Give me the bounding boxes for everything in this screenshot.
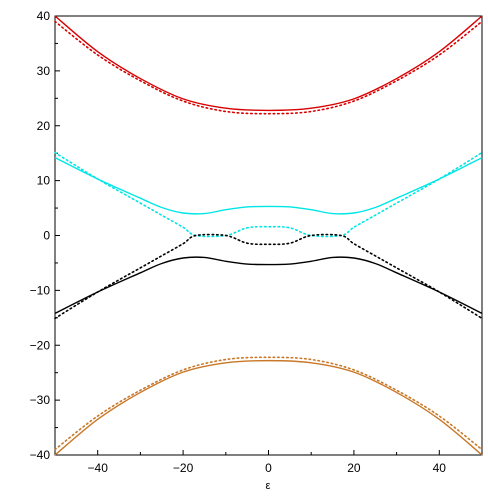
y-tick-label: −40 — [30, 448, 51, 462]
y-tick-label: −20 — [30, 338, 51, 352]
x-tick-label: 20 — [347, 461, 361, 475]
y-tick-label: 40 — [37, 9, 51, 23]
y-tick-label: −10 — [30, 283, 51, 297]
series-line-2-solid — [54, 156, 483, 215]
y-tick-label: −30 — [30, 393, 51, 407]
x-tick-label: 40 — [433, 461, 447, 475]
y-tick-label: 10 — [37, 174, 51, 188]
x-tick-label: −40 — [88, 461, 109, 475]
series-line-1-dotted — [54, 20, 483, 115]
series-line-3-dotted — [54, 151, 483, 238]
series-line-4-solid — [54, 256, 483, 315]
x-tick-label: 0 — [265, 461, 272, 475]
plot-frame — [54, 15, 483, 456]
series-line-0-solid — [54, 15, 483, 112]
series-line-6-solid — [54, 359, 483, 456]
series-line-7-dotted — [54, 356, 483, 451]
x-tick-label: −20 — [173, 461, 194, 475]
y-tick-label: 30 — [37, 64, 51, 78]
axis-tick-labels: −40 −20 0 20 40 −40 −30 −20 −10 0 10 20 30 40 — [30, 9, 447, 475]
series-group — [54, 15, 483, 456]
y-tick-label: 20 — [37, 119, 51, 133]
x-axis-label: ε — [266, 480, 271, 492]
y-tick-label: 0 — [43, 229, 50, 243]
series-line-5-dotted — [54, 233, 483, 320]
axis-ticks — [54, 15, 483, 456]
